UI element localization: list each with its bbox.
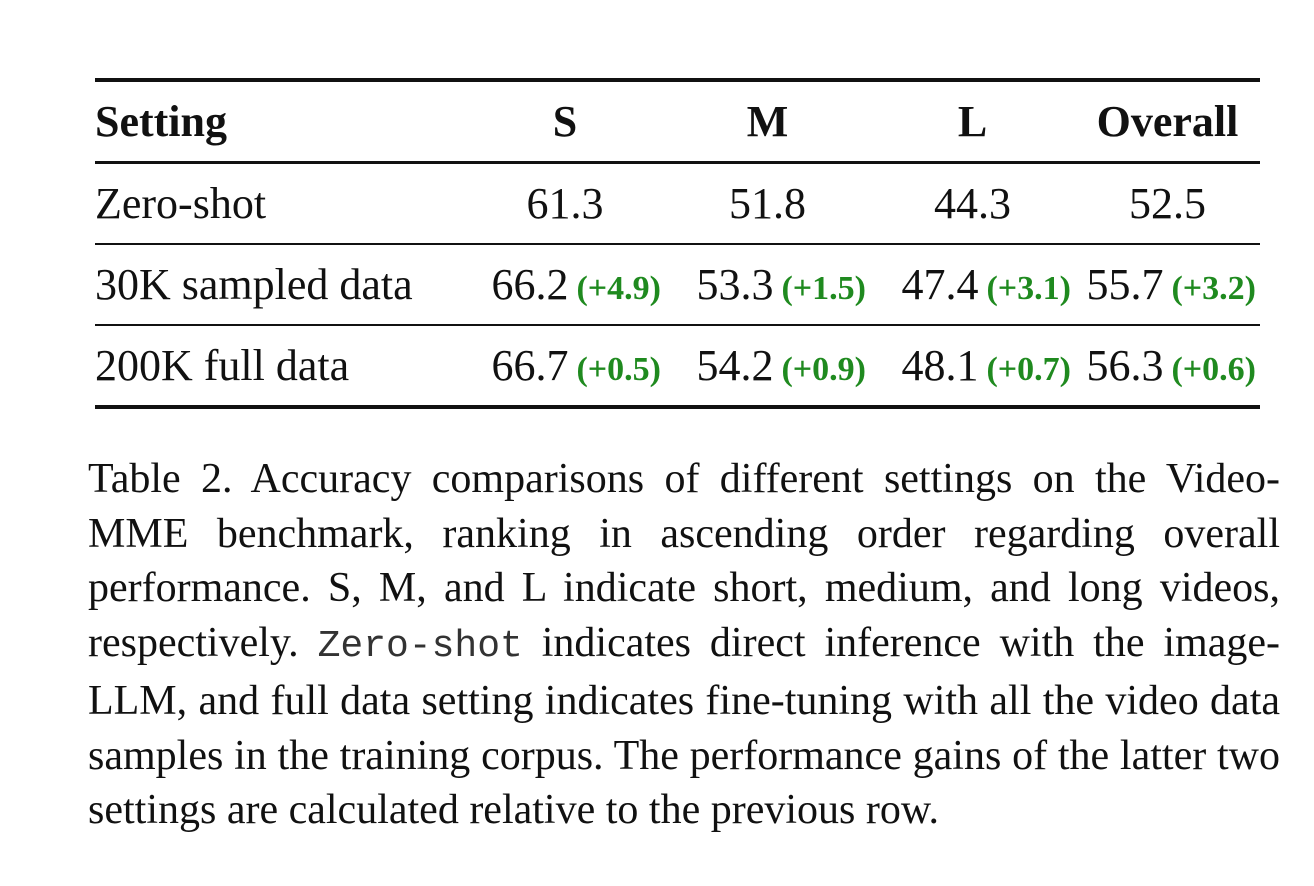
results-table-container: Setting S M L Overall Zero-shot 61.3 51.… [95, 78, 1260, 409]
gain-badge: (+0.7) [986, 351, 1071, 388]
header-overall: Overall [1096, 97, 1239, 146]
cell-value: 56.3 [1086, 341, 1164, 390]
cell-value: 52.5 [1129, 179, 1206, 228]
gain-badge: (+1.5) [781, 270, 866, 307]
cell-value: 53.3 [696, 260, 774, 309]
table-header-row: Setting S M L Overall [95, 80, 1260, 163]
cell-value: 54.2 [696, 341, 774, 390]
cell-s: 66.7 (+0.5) [465, 325, 665, 407]
cell-value: 55.7 [1086, 260, 1164, 309]
cell-value: 51.8 [729, 179, 806, 228]
header-m: M [746, 97, 789, 146]
cell-s: 61.3 [465, 163, 665, 245]
cell-value: 48.1 [901, 341, 979, 390]
cell-value: 66.7 [491, 341, 569, 390]
gain-badge: (+3.1) [986, 270, 1071, 307]
caption-text-part1: Table 2. Accuracy comparisons of differe… [88, 456, 1280, 666]
cell-overall: 56.3 (+0.6) [1075, 325, 1260, 407]
caption-text-part2: indicates direct inference with the imag… [88, 619, 1280, 834]
cell-m: 54.2 (+0.9) [665, 325, 870, 407]
row-setting: 30K sampled data [95, 260, 413, 309]
table-row: 200K full data 66.7 (+0.5) 54.2 (+0.9) 48.… [95, 325, 1260, 407]
table-caption: Table 2. Accuracy comparisons of differe… [88, 452, 1280, 838]
row-setting: Zero-shot [95, 179, 267, 228]
cell-value: 61.3 [526, 179, 604, 228]
row-setting: 200K full data [95, 341, 350, 390]
caption-code-term: Zero-shot [317, 624, 523, 668]
table-row: 30K sampled data 66.2 (+4.9) 53.3 (+1.5) 4… [95, 244, 1260, 325]
gain-badge: (+0.5) [576, 351, 661, 388]
results-table: Setting S M L Overall Zero-shot 61.3 51.… [95, 78, 1260, 409]
cell-value: 66.2 [491, 260, 569, 309]
cell-m: 51.8 [665, 163, 870, 245]
cell-m: 53.3 (+1.5) [665, 244, 870, 325]
cell-overall: 55.7 (+3.2) [1075, 244, 1260, 325]
cell-s: 66.2 (+4.9) [465, 244, 665, 325]
gain-badge: (+0.6) [1171, 351, 1256, 388]
gain-badge: (+4.9) [576, 270, 661, 307]
cell-l: 47.4 (+3.1) [870, 244, 1075, 325]
cell-value: 47.4 [901, 260, 979, 309]
header-s: S [552, 97, 578, 146]
gain-badge: (+3.2) [1171, 270, 1256, 307]
header-l: L [957, 97, 988, 146]
cell-l: 48.1 (+0.7) [870, 325, 1075, 407]
cell-value: 44.3 [934, 179, 1011, 228]
gain-badge: (+0.9) [781, 351, 866, 388]
cell-overall: 52.5 [1075, 163, 1260, 245]
header-setting: Setting [95, 97, 227, 146]
cell-l: 44.3 [870, 163, 1075, 245]
table-row: Zero-shot 61.3 51.8 44.3 52.5 [95, 163, 1260, 245]
